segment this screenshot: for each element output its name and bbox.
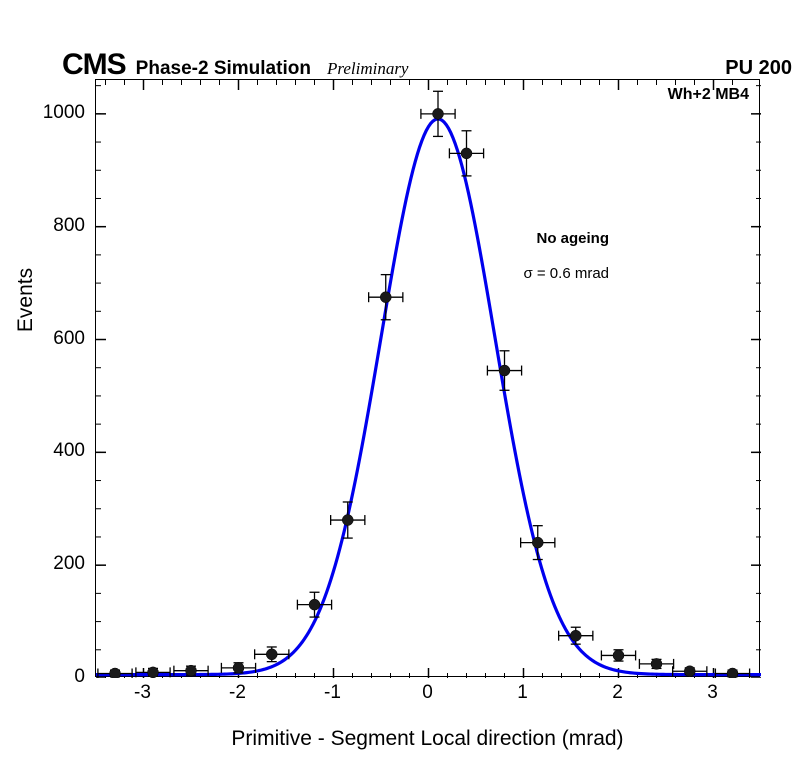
data-point-marker[interactable] (651, 658, 662, 669)
x-tick-label: 1 (517, 682, 528, 704)
x-tick-label: -1 (324, 682, 341, 704)
header-left: CMS Phase-2 Simulation Preliminary (62, 48, 408, 82)
y-tick-label: 400 (0, 440, 85, 462)
y-tick-label: 800 (0, 215, 85, 237)
pileup-label: PU 200 (725, 57, 792, 80)
data-point-marker[interactable] (570, 630, 581, 641)
data-point-marker[interactable] (309, 599, 320, 610)
y-tick-label: 200 (0, 553, 85, 575)
cms-logo: CMS (62, 48, 126, 82)
x-tick-label: 3 (707, 682, 718, 704)
data-point-marker[interactable] (186, 665, 197, 676)
phase2-label: Phase-2 Simulation (136, 58, 311, 80)
data-point-marker[interactable] (233, 662, 244, 673)
y-tick-label: 1000 (0, 102, 85, 124)
x-axis-title: Primitive - Segment Local direction (mra… (95, 727, 760, 751)
data-point-marker[interactable] (433, 108, 444, 119)
data-point-marker[interactable] (380, 292, 391, 303)
x-tick-label: 0 (422, 682, 433, 704)
data-point-marker[interactable] (727, 668, 738, 678)
data-point-marker[interactable] (613, 650, 624, 661)
data-point-marker[interactable] (266, 649, 277, 660)
data-point-marker[interactable] (499, 365, 510, 376)
preliminary-label: Preliminary (327, 59, 409, 79)
data-point-marker[interactable] (342, 515, 353, 526)
plot-svg-canvas (96, 80, 761, 678)
x-tick-label: -3 (134, 682, 151, 704)
x-tick-label: -2 (229, 682, 246, 704)
data-point-marker[interactable] (684, 666, 695, 677)
chart-root: CMS Phase-2 Simulation Preliminary PU 20… (0, 0, 796, 772)
y-tick-label: 600 (0, 328, 85, 350)
header-row: CMS Phase-2 Simulation Preliminary PU 20… (62, 48, 792, 82)
y-tick-label: 0 (0, 666, 85, 688)
data-point-marker[interactable] (148, 667, 159, 678)
data-point-marker[interactable] (461, 148, 472, 159)
data-point-marker[interactable] (532, 537, 543, 548)
data-point-marker[interactable] (110, 668, 121, 678)
y-axis-title: Events (14, 268, 38, 332)
x-tick-label: 2 (612, 682, 623, 704)
plot-frame: Wh+2 MB4 No ageing σ = 0.6 mrad (95, 79, 760, 677)
